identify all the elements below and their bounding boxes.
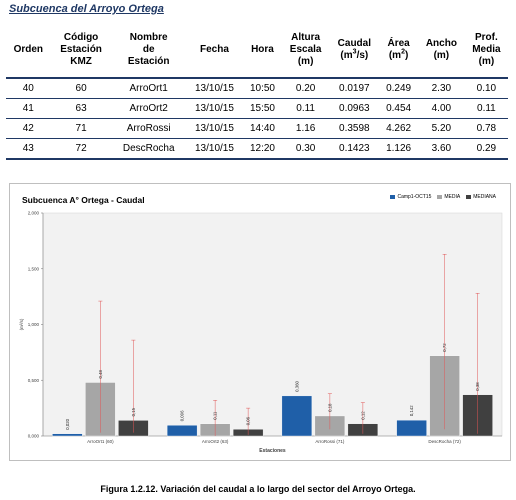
data-label: 0,12: [360, 411, 365, 420]
bar-camp1-oct15: [396, 419, 427, 437]
x-tick-label: DescRocha (72): [428, 439, 461, 444]
cell-caudal: 0.3598: [329, 118, 380, 139]
bar-camp1-oct15: [281, 395, 313, 437]
data-label: 0,18: [327, 403, 332, 412]
table-row: 41 63 ArroOrt2 13/10/15 15:50 0.11 0.096…: [6, 98, 508, 119]
cell-altura: 0.11: [281, 98, 330, 119]
cell-nombre: ArroOrt1: [111, 78, 186, 99]
header-codigo: Código Estación KMZ: [50, 23, 112, 79]
x-tick-label: ArroOrt1 (60): [87, 439, 114, 444]
data-label: 0,360: [294, 380, 299, 391]
header-fecha: Fecha: [185, 23, 244, 79]
cell-nombre: ArroRossi: [111, 118, 186, 139]
cell-altura: 1.16: [281, 118, 330, 139]
data-label: 0,38: [475, 382, 480, 391]
cell-caudal: 0.0197: [329, 78, 380, 99]
cell-fecha: 13/10/15: [185, 78, 244, 99]
data-label: 0,020: [65, 418, 70, 429]
cell-prof: 0.78: [464, 118, 508, 139]
cell-orden: 42: [6, 118, 51, 139]
legend-item: Camp1-OCT15: [390, 194, 431, 200]
x-tick-label: ArroOrt2 (63): [202, 439, 229, 444]
cell-codigo: 71: [50, 118, 112, 139]
header-ancho: Ancho (m): [417, 23, 465, 79]
bar-camp1-oct15: [166, 425, 198, 437]
table-header-row: Orden Código Estación KMZ Nombre de Estación…: [6, 23, 508, 79]
cell-nombre: ArroOrt2: [111, 98, 186, 119]
cell-orden: 43: [6, 138, 51, 160]
bar-camp1-oct15: [52, 433, 83, 437]
header-hora: Hora: [243, 23, 282, 79]
legend-item: MEDIA: [437, 194, 460, 200]
cell-hora: 15:50: [243, 98, 282, 119]
cell-prof: 0.11: [464, 98, 508, 119]
cell-fecha: 13/10/15: [185, 118, 244, 139]
cell-altura: 0.30: [281, 138, 330, 160]
header-altura: Altura Escala (m): [281, 23, 330, 79]
y-tick-label: 2,000: [28, 211, 40, 216]
cell-ancho: 5.20: [417, 118, 465, 139]
cell-orden: 40: [6, 78, 51, 99]
cell-caudal: 0.0963: [329, 98, 380, 119]
data-label: 0,11: [213, 411, 218, 420]
y-axis-label: (m³/s): [19, 318, 24, 330]
x-tick-label: ArroRossi (71): [315, 439, 345, 444]
cell-area: 1.126: [379, 138, 418, 160]
cell-nombre: DescRocha: [111, 138, 186, 160]
data-label: 0,142: [409, 405, 414, 416]
cell-caudal: 0.1423: [329, 138, 380, 160]
cell-area: 0.249: [379, 78, 418, 99]
cell-codigo: 72: [50, 138, 112, 160]
cell-area: 4.262: [379, 118, 418, 139]
y-tick-label: 1,000: [28, 322, 40, 327]
x-axis-label: Estaciones: [259, 448, 286, 454]
cell-prof: 0.10: [464, 78, 508, 99]
legend-swatch: [437, 195, 443, 199]
cell-ancho: 3.60: [417, 138, 465, 160]
cell-codigo: 60: [50, 78, 112, 99]
cell-prof: 0.29: [464, 138, 508, 160]
chart-frame: Subcuenca A° Ortega - Caudal Camp1-OCT15…: [9, 183, 511, 461]
cell-fecha: 13/10/15: [185, 98, 244, 119]
cell-altura: 0.20: [281, 78, 330, 99]
cell-fecha: 13/10/15: [185, 138, 244, 160]
chart-legend: Camp1-OCT15 MEDIA MEDIANA: [390, 194, 496, 200]
data-label: 0,48: [98, 370, 103, 379]
table-row: 43 72 DescRocha 13/10/15 12:20 0.30 0.14…: [6, 138, 508, 160]
data-label: 0,06: [246, 416, 251, 425]
cell-orden: 41: [6, 98, 51, 119]
header-orden: Orden: [6, 23, 51, 79]
y-tick-label: 0,000: [28, 434, 40, 439]
data-label: 0,15: [131, 407, 136, 416]
plot-area: [42, 212, 503, 437]
header-prof: Prof. Media (m): [464, 23, 508, 79]
figure-caption: Figura 1.2.12. Variación del caudal a lo…: [100, 484, 416, 494]
y-tick-label: 1,500: [28, 266, 40, 271]
chart-title: Subcuenca A° Ortega - Caudal: [22, 195, 145, 205]
cell-hora: 12:20: [243, 138, 282, 160]
bar-chart: 0,000 0,500 1,000 1,500 2,000 (m³/s) Estacione…: [19, 211, 503, 454]
cell-ancho: 2.30: [417, 78, 465, 99]
cell-codigo: 63: [50, 98, 112, 119]
data-label: 0,72: [442, 343, 447, 352]
cell-ancho: 4.00: [417, 98, 465, 119]
header-caudal: Caudal (m3/s): [329, 23, 380, 79]
legend-item: MEDIANA: [466, 194, 496, 200]
header-area: Área (m2): [379, 23, 418, 79]
section-title: Subcuenca del Arroyo Ortega: [9, 3, 164, 15]
data-label: 0,096: [180, 410, 185, 421]
cell-hora: 10:50: [243, 78, 282, 99]
table-row: 40 60 ArroOrt1 13/10/15 10:50 0.20 0.019…: [6, 78, 508, 99]
flow-table: Orden Código Estación KMZ Nombre de Estación…: [6, 23, 508, 160]
cell-hora: 14:40: [243, 118, 282, 139]
y-tick-label: 0,500: [28, 378, 40, 383]
legend-swatch: [466, 195, 472, 199]
header-nombre: Nombre de Estación: [111, 23, 186, 79]
legend-swatch: [390, 195, 396, 199]
table-row: 42 71 ArroRossi 13/10/15 14:40 1.16 0.35…: [6, 118, 508, 139]
cell-area: 0.454: [379, 98, 418, 119]
